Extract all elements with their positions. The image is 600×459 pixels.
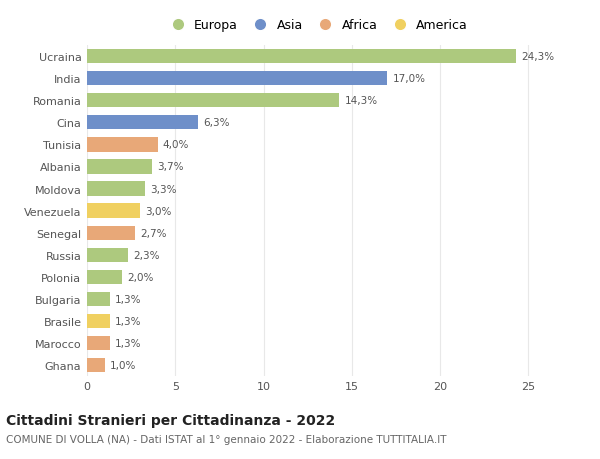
Bar bbox=[87, 204, 140, 218]
Text: 2,7%: 2,7% bbox=[140, 228, 166, 238]
Bar bbox=[87, 50, 516, 64]
Text: 1,3%: 1,3% bbox=[115, 338, 142, 348]
Bar bbox=[87, 72, 387, 86]
Bar bbox=[87, 248, 128, 263]
Bar bbox=[87, 160, 152, 174]
Text: 1,0%: 1,0% bbox=[110, 360, 136, 370]
Text: 3,7%: 3,7% bbox=[158, 162, 184, 172]
Bar bbox=[87, 182, 145, 196]
Text: 1,3%: 1,3% bbox=[115, 316, 142, 326]
Text: 17,0%: 17,0% bbox=[392, 74, 425, 84]
Text: 14,3%: 14,3% bbox=[345, 96, 378, 106]
Bar bbox=[87, 226, 134, 241]
Text: 3,3%: 3,3% bbox=[151, 184, 177, 194]
Text: COMUNE DI VOLLA (NA) - Dati ISTAT al 1° gennaio 2022 - Elaborazione TUTTITALIA.I: COMUNE DI VOLLA (NA) - Dati ISTAT al 1° … bbox=[6, 434, 446, 444]
Text: 6,3%: 6,3% bbox=[203, 118, 230, 128]
Legend: Europa, Asia, Africa, America: Europa, Asia, Africa, America bbox=[165, 19, 468, 32]
Bar bbox=[87, 270, 122, 285]
Bar bbox=[87, 116, 198, 130]
Bar bbox=[87, 314, 110, 329]
Bar bbox=[87, 336, 110, 351]
Text: 2,3%: 2,3% bbox=[133, 250, 160, 260]
Text: 2,0%: 2,0% bbox=[128, 272, 154, 282]
Text: 4,0%: 4,0% bbox=[163, 140, 189, 150]
Text: Cittadini Stranieri per Cittadinanza - 2022: Cittadini Stranieri per Cittadinanza - 2… bbox=[6, 413, 335, 427]
Bar bbox=[87, 358, 104, 373]
Bar bbox=[87, 138, 158, 152]
Bar bbox=[87, 94, 340, 108]
Text: 24,3%: 24,3% bbox=[521, 52, 554, 62]
Text: 1,3%: 1,3% bbox=[115, 294, 142, 304]
Bar bbox=[87, 292, 110, 307]
Text: 3,0%: 3,0% bbox=[145, 206, 172, 216]
